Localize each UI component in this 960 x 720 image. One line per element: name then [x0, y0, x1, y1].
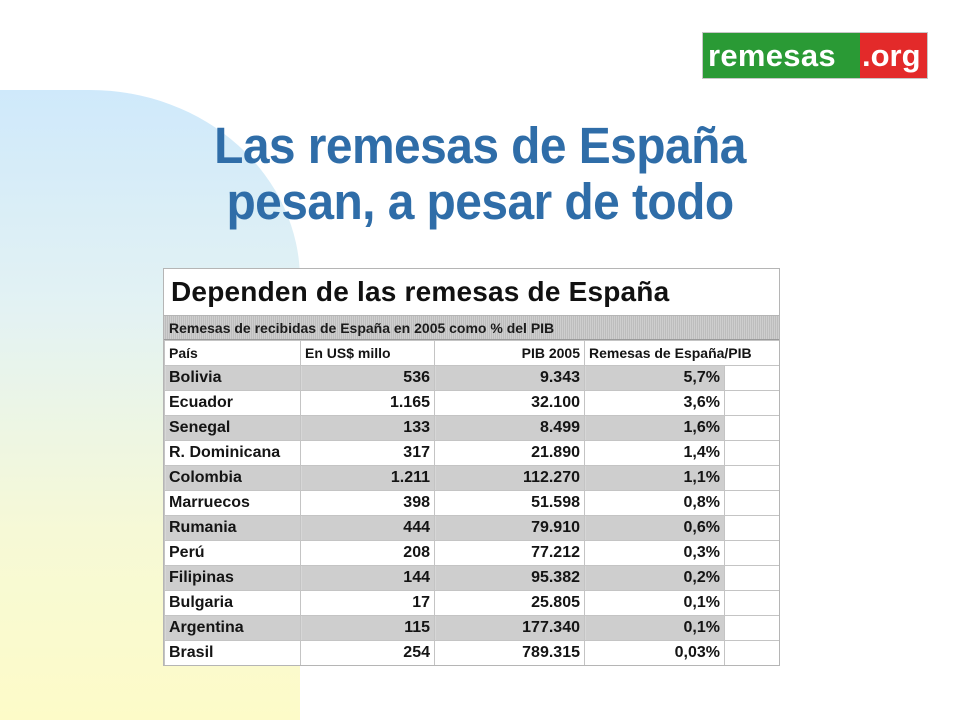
cell-country: Senegal	[164, 415, 301, 441]
cell-pib: 112.270	[434, 465, 585, 491]
table-row: Marruecos 398 51.598 0,8%	[164, 490, 779, 516]
table-subtitle: Remesas de recibidas de España en 2005 c…	[164, 316, 779, 340]
cell-empty	[723, 515, 779, 541]
column-header-pib: PIB 2005	[434, 340, 585, 366]
cell-country: Bolivia	[164, 365, 301, 391]
cell-pib: 8.499	[434, 415, 585, 441]
cell-pib: 9.343	[434, 365, 585, 391]
cell-country: Brasil	[164, 640, 301, 665]
cell-ratio: 0,2%	[584, 565, 725, 591]
table-row: Colombia 1.211 112.270 1,1%	[164, 465, 779, 491]
cell-ratio: 1,4%	[584, 440, 725, 466]
cell-usd: 254	[300, 640, 435, 665]
table-row: Rumania 444 79.910 0,6%	[164, 515, 779, 541]
cell-usd: 17	[300, 590, 435, 616]
cell-usd: 1.165	[300, 390, 435, 416]
cell-empty	[723, 440, 779, 466]
cell-ratio: 0,03%	[584, 640, 725, 665]
cell-country: Argentina	[164, 615, 301, 641]
cell-usd: 444	[300, 515, 435, 541]
table-row: Argentina 115 177.340 0,1%	[164, 615, 779, 641]
cell-pib: 32.100	[434, 390, 585, 416]
column-header-usd: En US$ millo	[300, 340, 435, 366]
cell-pib: 177.340	[434, 615, 585, 641]
table-heading: Dependen de las remesas de España	[164, 269, 779, 316]
cell-usd: 208	[300, 540, 435, 566]
table-header-row: País En US$ millo PIB 2005 Remesas de Es…	[164, 340, 779, 366]
cell-country: Perú	[164, 540, 301, 566]
column-header-pais: País	[164, 340, 301, 366]
cell-ratio: 0,1%	[584, 590, 725, 616]
cell-ratio: 0,6%	[584, 515, 725, 541]
cell-empty	[723, 640, 779, 665]
cell-pib: 789.315	[434, 640, 585, 665]
cell-empty	[723, 365, 779, 391]
cell-usd: 398	[300, 490, 435, 516]
cell-empty	[723, 390, 779, 416]
cell-usd: 536	[300, 365, 435, 391]
remesas-logo: remesas .org	[702, 32, 928, 79]
cell-empty	[723, 590, 779, 616]
cell-ratio: 0,1%	[584, 615, 725, 641]
table-row: Senegal 133 8.499 1,6%	[164, 415, 779, 441]
cell-empty	[723, 565, 779, 591]
cell-country: Marruecos	[164, 490, 301, 516]
cell-empty	[723, 465, 779, 491]
table-body: Bolivia 536 9.343 5,7% Ecuador 1.165 32.100 3,6…	[164, 365, 779, 665]
cell-country: Colombia	[164, 465, 301, 491]
cell-ratio: 5,7%	[584, 365, 725, 391]
table-row: Brasil 254 789.315 0,03%	[164, 640, 779, 665]
cell-pib: 77.212	[434, 540, 585, 566]
cell-pib: 21.890	[434, 440, 585, 466]
cell-country: R. Dominicana	[164, 440, 301, 466]
cell-country: Rumania	[164, 515, 301, 541]
table-row: Bulgaria 17 25.805 0,1%	[164, 590, 779, 616]
cell-pib: 95.382	[434, 565, 585, 591]
slide-title: Las remesas de España pesan, a pesar de …	[142, 118, 819, 230]
data-table: País En US$ millo PIB 2005 Remesas de Es…	[164, 340, 779, 665]
cell-empty	[723, 490, 779, 516]
column-header-ratio: Remesas de España/PIB	[583, 340, 779, 366]
table-row: Bolivia 536 9.343 5,7%	[164, 365, 779, 391]
cell-country: Filipinas	[164, 565, 301, 591]
logo-text-main: remesas	[703, 33, 860, 78]
title-line-2: pesan, a pesar de todo	[226, 173, 734, 230]
cell-country: Ecuador	[164, 390, 301, 416]
cell-usd: 115	[300, 615, 435, 641]
cell-pib: 51.598	[434, 490, 585, 516]
cell-pib: 25.805	[434, 590, 585, 616]
cell-ratio: 0,8%	[584, 490, 725, 516]
cell-usd: 144	[300, 565, 435, 591]
cell-usd: 133	[300, 415, 435, 441]
remittances-table: Dependen de las remesas de España Remesa…	[163, 268, 780, 666]
cell-ratio: 1,1%	[584, 465, 725, 491]
cell-pib: 79.910	[434, 515, 585, 541]
title-line-1: Las remesas de España	[214, 117, 746, 174]
table-row: R. Dominicana 317 21.890 1,4%	[164, 440, 779, 466]
cell-usd: 317	[300, 440, 435, 466]
logo-text-domain: .org	[860, 33, 927, 78]
cell-empty	[723, 615, 779, 641]
cell-empty	[723, 415, 779, 441]
cell-ratio: 0,3%	[584, 540, 725, 566]
cell-usd: 1.211	[300, 465, 435, 491]
table-row: Ecuador 1.165 32.100 3,6%	[164, 390, 779, 416]
cell-ratio: 3,6%	[584, 390, 725, 416]
cell-empty	[723, 540, 779, 566]
cell-country: Bulgaria	[164, 590, 301, 616]
table-row: Perú 208 77.212 0,3%	[164, 540, 779, 566]
table-row: Filipinas 144 95.382 0,2%	[164, 565, 779, 591]
cell-ratio: 1,6%	[584, 415, 725, 441]
